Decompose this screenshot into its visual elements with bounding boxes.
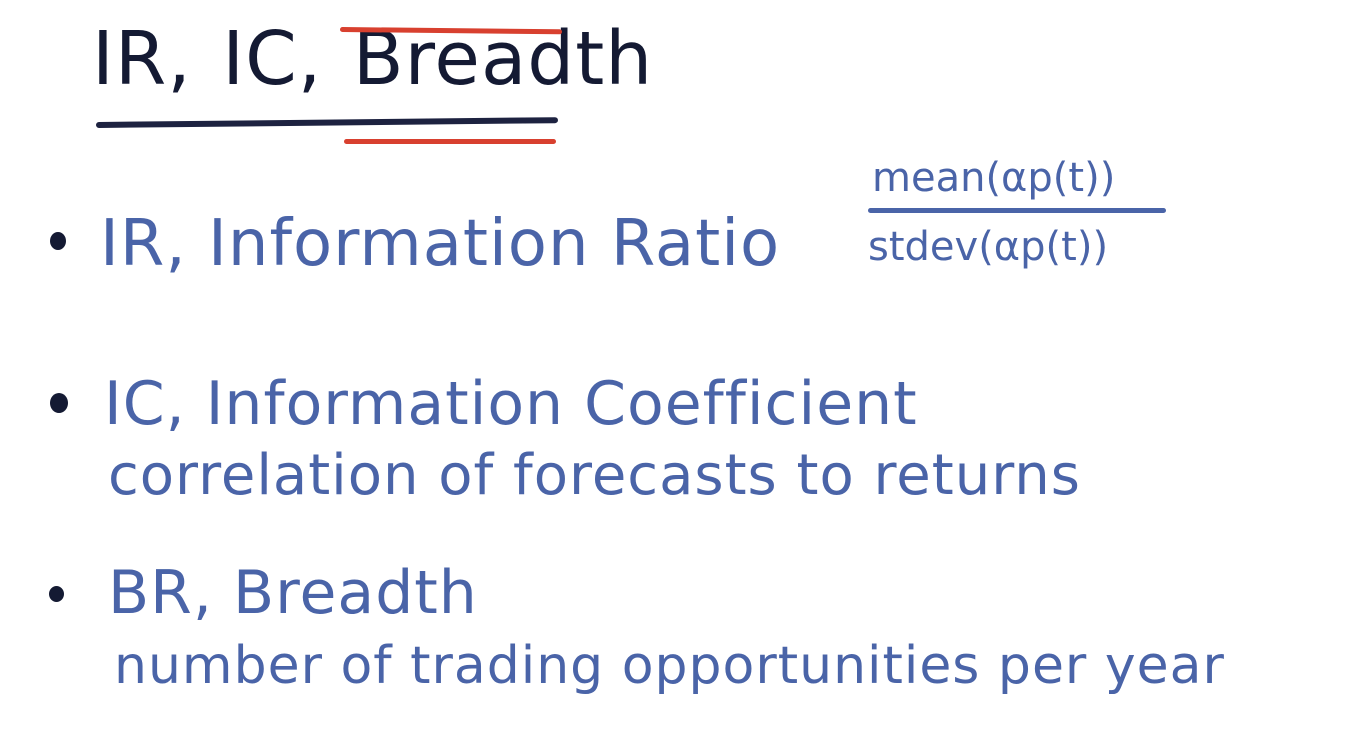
ir-heading: IR, Information Ratio [100,207,781,281]
title-ic: IC, [222,16,323,102]
formula-denominator: stdev(αp(t)) [868,224,1109,270]
fraction-bar [868,208,1166,213]
bullet-ic [50,393,68,413]
ic-heading: IC, Information Coefficient [104,369,918,439]
br-heading: BR, Breadth [108,558,478,628]
title-ir: IR, [92,16,192,102]
ic-detail: correlation of forecasts to returns [108,443,1081,508]
br-detail: number of trading opportunities per year [114,636,1225,696]
formula-numerator: mean(αp(t)) [872,155,1116,201]
bullet-ir [50,232,66,250]
breadth-underline [344,139,556,144]
bullet-br [49,586,64,602]
title-underline [95,117,559,128]
title-breadth: Breadth [352,16,654,102]
page-title: IR, IC, Breadth [92,22,653,96]
ir-formula: mean(αp(t)) stdev(αp(t)) [868,158,1178,267]
